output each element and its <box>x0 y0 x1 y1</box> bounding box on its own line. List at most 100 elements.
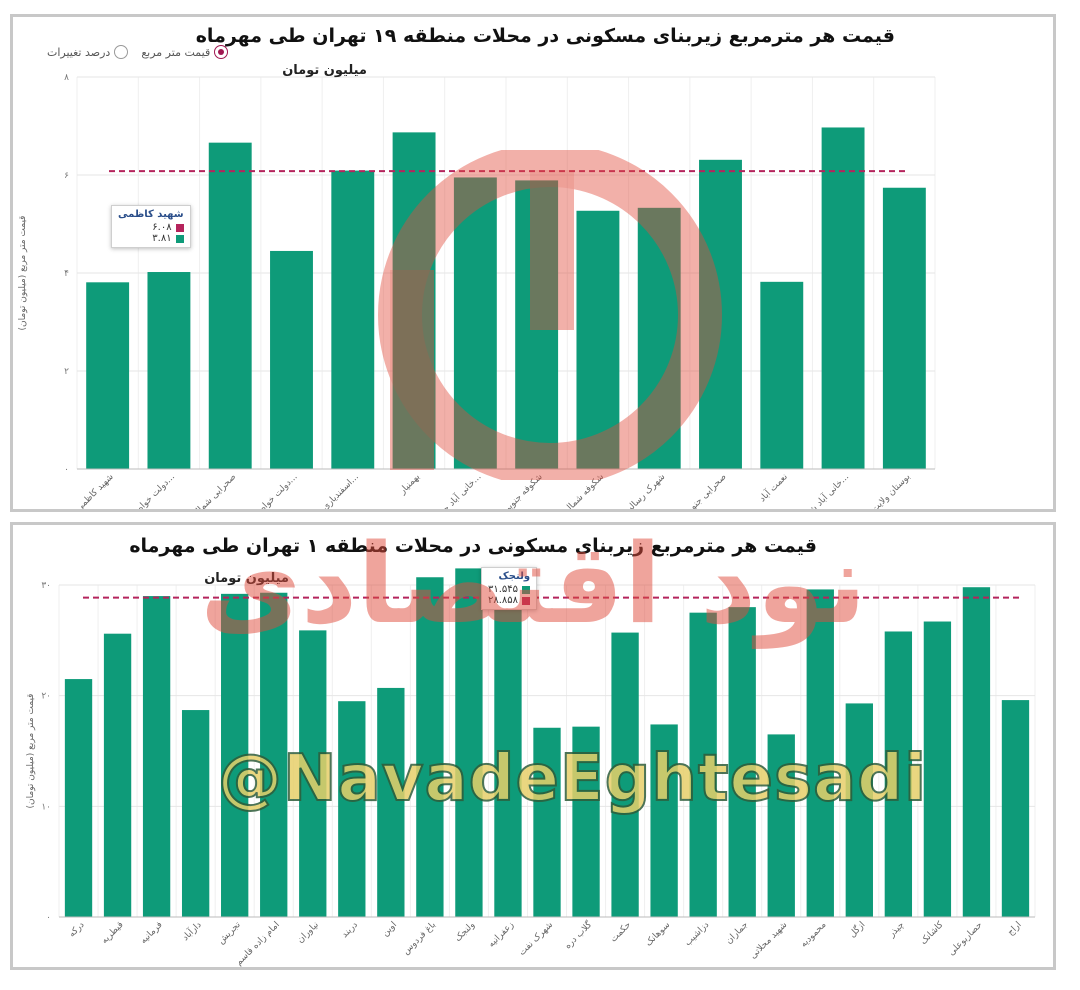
bar-tooltip: شهید کاظمی ۶.۰۸ ۳.۸۱ <box>111 205 191 248</box>
tooltip-average-value: ۶.۰۸ <box>152 222 172 233</box>
bar <box>270 250 313 469</box>
metric-toggle: قیمت متر مربع درصد تغییرات <box>47 45 229 59</box>
bar <box>576 210 620 469</box>
x-tick-label: نعمت آباد <box>756 471 790 505</box>
bar <box>338 701 366 917</box>
x-tick-label: باغ فردوس <box>401 920 438 957</box>
toggle-option-price[interactable]: قیمت متر مربع <box>141 45 229 59</box>
chart-panel-district-1: ۰ ۱۰ ۲۰ ۳۰ قیمت متر مربع (میلیون تومان) درکه ق… <box>10 522 1056 970</box>
x-tick-label: دربند <box>340 920 360 940</box>
x-tick-label: دولت خواه شما... <box>245 472 300 509</box>
x-tick-label: بوستان ولایت <box>870 472 913 509</box>
bar <box>611 632 639 917</box>
x-tick-label: دولت خواه جنو... <box>124 472 177 509</box>
bar <box>221 593 249 917</box>
bar <box>331 170 375 469</box>
bar <box>923 621 952 917</box>
bar <box>392 132 436 469</box>
average-swatch-icon <box>522 596 531 605</box>
chart-title: قیمت هر مترمربع زیربنای مسکونی در محلات … <box>129 535 817 557</box>
average-swatch-icon <box>175 223 184 232</box>
bar <box>533 727 561 917</box>
x-tick-label: دزاشیب <box>683 920 711 948</box>
bar <box>494 609 522 917</box>
radio-unselected-icon[interactable] <box>114 45 129 59</box>
bar <box>208 142 252 469</box>
chart-unit: میلیون تومان <box>282 63 367 78</box>
chart-unit: میلیون تومان <box>204 571 289 586</box>
bar <box>147 272 191 469</box>
bar <box>689 612 717 917</box>
toggle-label-price: قیمت متر مربع <box>141 45 211 59</box>
y-tick-label: ۲ <box>64 367 69 377</box>
bar <box>416 577 444 917</box>
x-tick-label: کاشانک <box>919 920 946 947</box>
bar <box>86 282 130 469</box>
bar <box>845 703 873 917</box>
x-tick-label: حصاربوعلی <box>947 920 985 958</box>
x-tick-label: شهید محلاتی <box>748 920 789 961</box>
bar <box>728 607 756 917</box>
chart-title: قیمت هر مترمربع زیربنای مسکونی در محلات … <box>195 25 895 47</box>
toggle-option-change[interactable]: درصد تغییرات <box>47 45 129 59</box>
y-tick-label: ۸ <box>64 73 69 83</box>
x-tick-label: دارآباد <box>179 919 203 943</box>
tooltip-bar-value: ۳۱.۵۴۵ <box>488 584 519 595</box>
bar <box>299 630 327 917</box>
tooltip-title: ولنجک <box>498 571 531 582</box>
x-tick-label: تجریش <box>216 920 243 947</box>
x-tick-label: سوهانک <box>644 920 672 948</box>
x-tick-label: اوین <box>380 920 399 939</box>
bar <box>103 633 132 917</box>
y-tick-label: ۰ <box>46 913 51 923</box>
x-tick-label: محمودیه <box>799 920 829 950</box>
x-tick-label: گلاب دره <box>562 918 595 951</box>
y-tick-label: ۴ <box>64 269 69 279</box>
bar <box>962 587 991 917</box>
bar <box>650 724 678 917</box>
y-axis-label: قیمت متر مربع (میلیون تومان) <box>26 694 36 809</box>
x-tick-label: شهرک رسالت <box>622 471 668 509</box>
x-tick-label: بهمنیار <box>397 472 422 497</box>
bar <box>572 726 600 917</box>
bar <box>455 568 483 917</box>
bar <box>821 127 865 469</box>
bar <box>142 596 171 917</box>
bar <box>806 589 834 917</box>
y-axis-label: قیمت متر مربع (میلیون تومان) <box>18 216 28 331</box>
x-tick-label: صحرایی جنوبی <box>681 472 728 509</box>
bar <box>453 177 497 469</box>
tooltip-title: شهید کاظمی <box>118 209 184 220</box>
x-tick-label: حکمت <box>609 920 633 944</box>
x-tick-label: قیطریه <box>100 920 126 946</box>
bar <box>260 592 288 917</box>
y-tick-label: ۶ <box>64 171 69 181</box>
bar-chart-district-1: ۰ ۱۰ ۲۰ ۳۰ قیمت متر مربع (میلیون تومان) درکه ق… <box>26 568 1036 967</box>
y-tick-label: ۲۰ <box>41 692 51 702</box>
x-tick-label: زعفرانیه <box>487 920 517 950</box>
x-tick-label: درکه <box>67 920 86 939</box>
bar <box>181 710 210 917</box>
bar <box>637 207 681 469</box>
x-tick-label: چیذر <box>886 920 906 940</box>
bar <box>699 159 742 469</box>
x-tick-label: ازگل <box>846 919 867 940</box>
x-tick-label: جماران <box>724 920 750 946</box>
x-tick-label: اراج <box>1006 920 1024 938</box>
x-tick-label: فرمانیه <box>139 920 165 946</box>
x-tick-label: شهید کاظمی <box>74 472 116 509</box>
bar <box>884 631 913 917</box>
y-tick-label: ۰ <box>64 465 69 475</box>
y-tick-label: ۳۰ <box>41 581 51 591</box>
bar <box>1001 700 1030 917</box>
chart-panel-district-19: ۰ ۲ ۴ ۶ ۸ قیمت متر مربع (میلیون تومان) شهید کا… <box>10 14 1056 512</box>
x-tick-label: نیاوران <box>296 920 321 945</box>
x-tick-label: شهرک نفت <box>517 919 556 958</box>
bar <box>767 734 795 917</box>
x-tick-label: شکوفه شمالی <box>560 472 606 509</box>
tooltip-bar-value: ۳.۸۱ <box>152 233 172 244</box>
bar <box>882 187 926 470</box>
bar <box>64 679 93 917</box>
radio-selected-icon[interactable] <box>214 45 229 59</box>
x-tick-label: خانی آباد شما... <box>800 471 851 509</box>
